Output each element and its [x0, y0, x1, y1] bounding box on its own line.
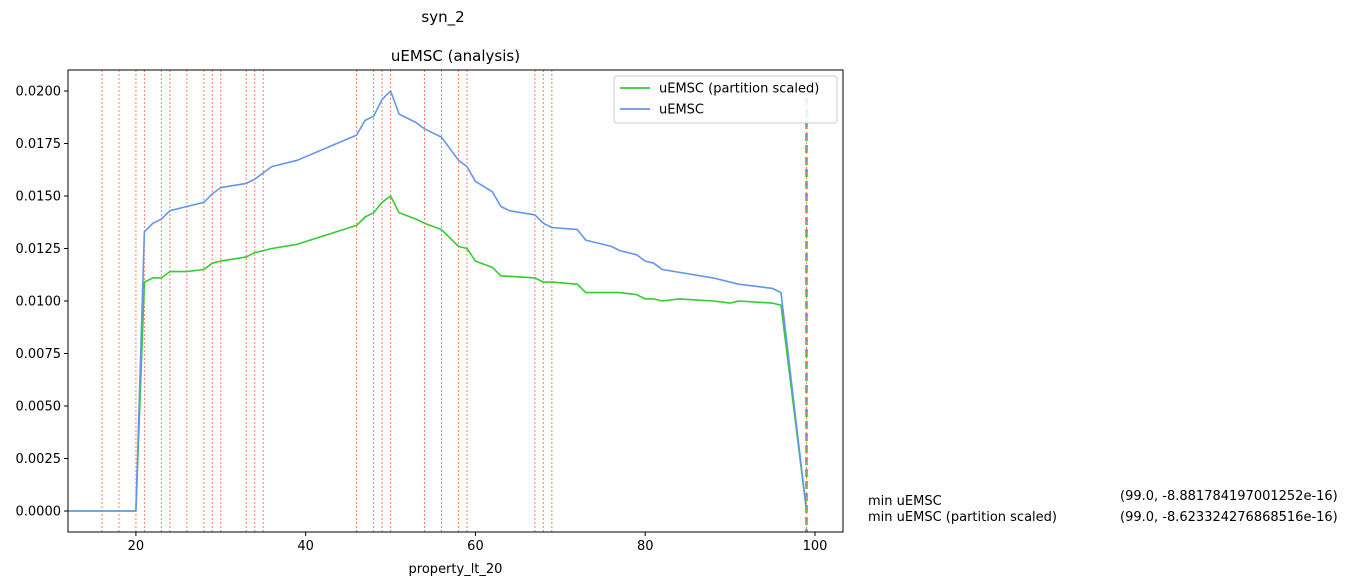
x-tick-label: 60: [467, 539, 484, 554]
legend-box: [613, 75, 838, 124]
y-tick-label: 0.0175: [16, 137, 62, 152]
plot-frame: [67, 69, 844, 533]
x-tick-label: 100: [803, 539, 828, 554]
figure-suptitle: syn_2: [421, 8, 465, 26]
x-tick-label: 40: [297, 539, 314, 554]
annotation-value-min-uemsc: (99.0, -8.881784197001252e-16): [1120, 489, 1338, 504]
legend-entry-label: uEMSC: [659, 103, 704, 118]
chart-title: uEMSC (analysis): [391, 47, 520, 65]
x-tick-label: 80: [637, 539, 654, 554]
annotation-label-min-uemsc-scaled: min uEMSC (partition scaled): [868, 510, 1057, 525]
y-tick-label: 0.0050: [16, 400, 62, 415]
annotation-value-min-uemsc-scaled: (99.0, -8.623324276868516e-16): [1120, 510, 1338, 525]
y-tick-label: 0.0125: [16, 242, 62, 257]
annotation-label-min-uemsc: min uEMSC: [868, 494, 942, 509]
series-line-uemsc: [68, 90, 808, 512]
series-line-partition-scaled: [68, 195, 808, 512]
y-tick-label: 0.0000: [16, 505, 62, 520]
x-tick-label: 20: [128, 539, 145, 554]
y-tick-label: 0.0075: [16, 347, 62, 362]
legend-entry-label: uEMSC (partition scaled): [659, 82, 819, 97]
y-tick-label: 0.0200: [16, 85, 62, 100]
x-axis-label: property_lt_20: [409, 562, 503, 577]
y-tick-label: 0.0100: [16, 295, 62, 310]
y-tick-label: 0.0025: [16, 452, 62, 467]
y-tick-label: 0.0150: [16, 190, 62, 205]
